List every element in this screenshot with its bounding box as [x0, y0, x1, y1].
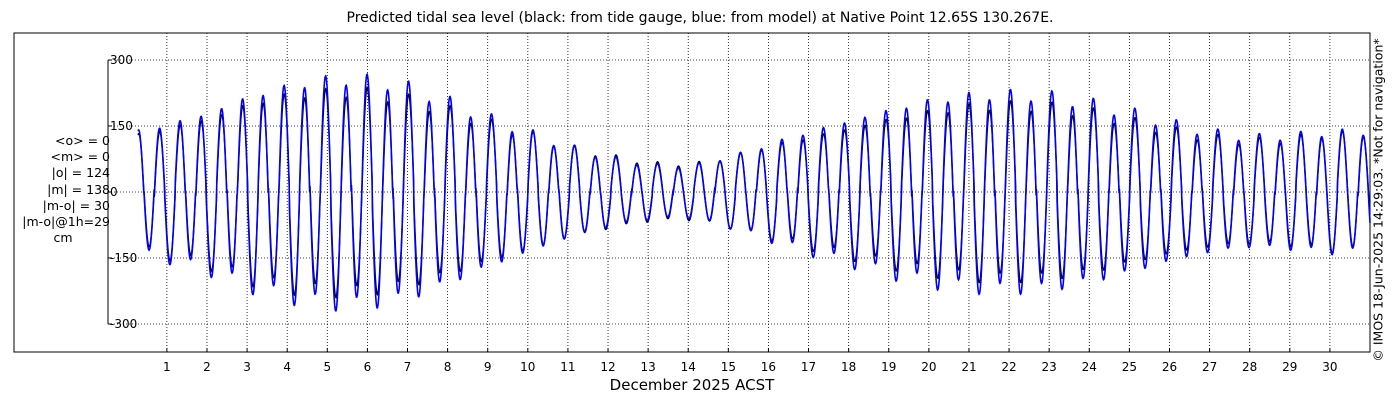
x-tick-label: 15 [721, 360, 736, 374]
stat-mean-model: <m> = 0 [50, 149, 111, 165]
x-tick-label: 11 [560, 360, 575, 374]
x-tick-label: 18 [841, 360, 856, 374]
x-tick-label: 7 [404, 360, 412, 374]
x-tick-label: 20 [921, 360, 936, 374]
chart-title: Predicted tidal sea level (black: from t… [346, 10, 1054, 26]
series-lines [137, 72, 1371, 312]
x-tick-label: 27 [1202, 360, 1217, 374]
x-tick-label: 5 [323, 360, 331, 374]
x-axis-label: December 2025 ACST [610, 376, 775, 394]
x-tick-label: 12 [600, 360, 615, 374]
x-tick-label: 1 [163, 360, 171, 374]
x-tick-label: 3 [243, 360, 251, 374]
x-tick-label: 8 [444, 360, 452, 374]
stat-abs-diff: |m-o| = 30 [42, 197, 110, 213]
x-tick-label: 17 [801, 360, 816, 374]
x-tick-label: 14 [681, 360, 696, 374]
x-tick-label: 28 [1242, 360, 1257, 374]
x-tick-label: 9 [484, 360, 492, 374]
plot-frame [13, 32, 1371, 353]
x-tick-label: 29 [1282, 360, 1297, 374]
x-tick-label: 30 [1322, 360, 1337, 374]
x-tick-label: 19 [881, 360, 896, 374]
model-series-line [137, 72, 1371, 312]
grid-lines [108, 33, 1370, 352]
x-tick-label: 4 [283, 360, 291, 374]
stat-mean-observed: <o> = 0 [55, 133, 110, 148]
x-tick-label: 2 [203, 360, 211, 374]
copyright-text: © IMOS 18-Jun-2025 14:29:03. *Not for na… [1370, 38, 1386, 362]
stat-abs-model: |m| = 138 [47, 181, 110, 197]
x-tick-label: 16 [761, 360, 776, 374]
y-tick-label: -300 [110, 317, 137, 331]
x-tick-label: 26 [1162, 360, 1177, 374]
x-tick-label: 23 [1042, 360, 1057, 374]
stat-abs-diff-1h: |m-o|@1h=29 [22, 214, 110, 230]
x-tick-label: 6 [364, 360, 372, 374]
y-tick-label: 150 [110, 119, 133, 133]
stat-abs-observed: |o| = 124 [51, 165, 110, 181]
y-axis: 300 150 0 -150 -300 [107, 53, 137, 331]
y-tick-label: 300 [110, 53, 133, 67]
x-tick-label: 25 [1122, 360, 1137, 374]
x-tick-label: 10 [520, 360, 535, 374]
x-tick-label: 24 [1082, 360, 1097, 374]
y-tick-label: -150 [110, 251, 137, 265]
x-tick-label: 22 [1001, 360, 1016, 374]
stat-unit: cm [53, 230, 73, 246]
statistics-panel: <o> = 0 <m> = 0 |o| = 124 |m| = 138 |m-o… [8, 133, 110, 246]
x-tick-label: 13 [640, 360, 655, 374]
y-tick-label: 0 [110, 185, 118, 199]
x-axis: 1 2 3 4 5 6 7 8 9 10 11 12 13 14 15 16 17 18 19 20 21 22 23 24 2… [163, 348, 1338, 374]
x-tick-label: 21 [961, 360, 976, 374]
